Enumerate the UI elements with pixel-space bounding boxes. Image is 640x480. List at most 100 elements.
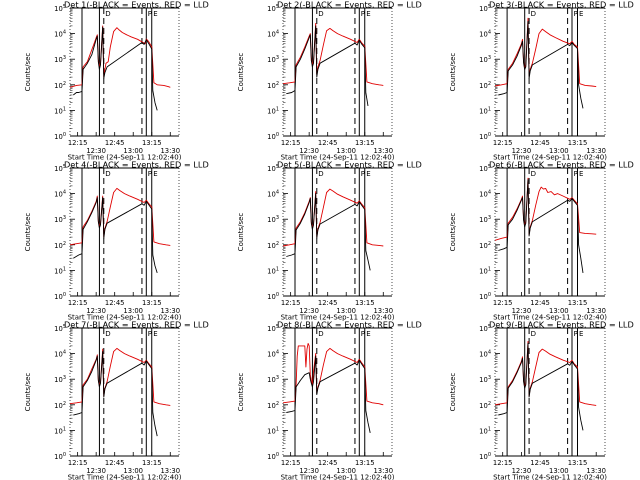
- panel-2-xlabel: Start Time (24-Sep-11 12:02:40): [281, 154, 395, 162]
- panel-9-ytick-label: 102: [479, 401, 491, 410]
- panel-9-marker-label: E: [579, 330, 583, 338]
- panel-8-series-lld: [282, 342, 384, 406]
- panel-9-title: Det 9(-BLACK = Events, RED = LLD: [489, 320, 634, 330]
- panel-1-series-lld: [69, 25, 171, 88]
- panel-3-ytick-label: 104: [479, 30, 491, 39]
- panel-3-series-events: [498, 20, 584, 109]
- panel-9-xtick-label: 12:15: [493, 459, 513, 467]
- panel-1-title: Det 1(-BLACK = Events, RED = LLD: [64, 0, 209, 10]
- panel-2-ytick-label: 101: [267, 106, 279, 115]
- panel-2-series-lld: [282, 22, 384, 86]
- panel-2-xtick-label: 13:30: [373, 147, 393, 155]
- panel-3-marker-label: P: [574, 10, 578, 18]
- panel-7-xtick-label: 13:15: [142, 459, 162, 467]
- panel-7-xtick-label: 12:30: [86, 467, 106, 475]
- panel-9-ylabel: Counts/sec: [449, 373, 457, 412]
- panel-9-series-lld: [494, 340, 597, 406]
- panel-7-xtick-label: 13:00: [123, 467, 143, 475]
- panel-9-xtick-label: 12:30: [512, 467, 532, 475]
- panel-1-marker-label: P: [148, 10, 152, 18]
- panel-5-title: Det 5(-BLACK = Events, RED = LLD: [277, 160, 422, 170]
- panel-5-ytick-label: 100: [267, 292, 279, 301]
- panel-3-xtick-label: 13:00: [549, 147, 569, 155]
- panel-6-ytick-label: 105: [479, 164, 491, 173]
- panel-6-ytick-label: 104: [479, 190, 491, 199]
- panel-3-ytick-label: 103: [479, 55, 491, 64]
- panel-1: Det 1(-BLACK = Events, RED = LLD Counts/s…: [24, 0, 209, 162]
- panel-1-xtick-label: 13:15: [142, 139, 162, 147]
- panel-5-xtick-label: 13:30: [373, 307, 393, 315]
- panel-1-ytick-label: 105: [54, 4, 66, 13]
- panel-4-series-events: [73, 197, 158, 274]
- panel-4-ytick-label: 102: [54, 241, 66, 250]
- panel-9-ytick-label: 100: [479, 452, 491, 461]
- panel-4-xtick-label: 13:15: [142, 299, 162, 307]
- panel-3-xtick-label: 13:15: [568, 139, 588, 147]
- panel-9-xtick-label: 13:00: [549, 467, 569, 475]
- panel-1-ytick-label: 100: [54, 132, 66, 141]
- panel-5-xtick-label: 12:45: [318, 299, 338, 307]
- panel-9-xlabel: Start Time (24-Sep-11 12:02:40): [493, 474, 607, 480]
- panel-6-xtick-label: 12:45: [530, 299, 550, 307]
- panel-7-marker-label: P: [148, 330, 152, 338]
- panel-9-ytick-label: 103: [479, 375, 491, 384]
- panel-1-xtick-label: 13:00: [123, 147, 143, 155]
- panel-6-ytick-label: 101: [479, 266, 491, 275]
- panel-4: Det 4(-BLACK = Events, RED = LLD Counts/s…: [24, 160, 209, 322]
- panel-1-marker-label: D: [105, 10, 110, 18]
- panel-8-xlabel: Start Time (24-Sep-11 12:02:40): [281, 474, 395, 480]
- panel-1-ylabel: Counts/sec: [24, 53, 32, 92]
- panel-5-xtick-label: 12:30: [299, 307, 319, 315]
- panel-8-marker-label: D: [318, 330, 323, 338]
- panel-1-ytick-label: 104: [54, 30, 66, 39]
- panel-6-title: Det 6(-BLACK = Events, RED = LLD: [489, 160, 634, 170]
- panel-6-ylabel: Counts/sec: [449, 213, 457, 252]
- panel-2-xtick-label: 12:45: [318, 139, 338, 147]
- panel-4-marker-label: P: [148, 170, 152, 178]
- panel-7-xtick-label: 12:15: [68, 459, 88, 467]
- panel-2-series-events: [286, 25, 369, 106]
- panel-5-marker-label: P: [361, 170, 365, 178]
- panel-4-marker-label: E: [153, 170, 157, 178]
- panel-4-xtick-label: 13:00: [123, 307, 143, 315]
- panel-7-ylabel: Counts/sec: [24, 373, 32, 412]
- panel-3-ytick-label: 102: [479, 81, 491, 90]
- panel-5-ytick-label: 105: [267, 164, 279, 173]
- panel-4-ytick-label: 103: [54, 215, 66, 224]
- panel-6-series-events: [498, 179, 584, 273]
- panel-3-ytick-label: 100: [479, 132, 491, 141]
- panel-4-ytick-label: 101: [54, 266, 66, 275]
- panel-2-xtick-label: 12:15: [281, 139, 301, 147]
- panel-3-marker-label: D: [531, 10, 536, 18]
- panel-9-ytick-label: 101: [479, 426, 491, 435]
- panel-4-xtick-label: 12:30: [86, 307, 106, 315]
- panel-8-ytick-label: 104: [267, 350, 279, 359]
- panel-6-ytick-label: 102: [479, 241, 491, 250]
- panel-9: Det 9(-BLACK = Events, RED = LLD Counts/s…: [449, 320, 634, 480]
- panel-9-marker-label: D: [531, 330, 536, 338]
- panel-3-xtick-label: 12:45: [530, 139, 550, 147]
- panel-3-xtick-label: 13:30: [586, 147, 606, 155]
- panel-7-xtick-label: 12:45: [105, 459, 125, 467]
- panel-7-title: Det 7(-BLACK = Events, RED = LLD: [64, 320, 209, 330]
- panel-6-xtick-label: 12:30: [512, 307, 532, 315]
- panel-5-xtick-label: 12:15: [281, 299, 301, 307]
- panel-3-marker-label: E: [579, 10, 583, 18]
- panel-5-ytick-label: 102: [267, 241, 279, 250]
- panel-3-xtick-label: 12:15: [493, 139, 513, 147]
- panel-8-ytick-label: 100: [267, 452, 279, 461]
- panel-4-xlabel: Start Time (24-Sep-11 12:02:40): [68, 314, 182, 322]
- panel-7-marker-label: E: [153, 330, 157, 338]
- panel-7-ytick-label: 103: [54, 375, 66, 384]
- panel-6-xtick-label: 13:00: [549, 307, 569, 315]
- panel-6-xtick-label: 12:15: [493, 299, 513, 307]
- panel-2-marker-label: D: [318, 10, 323, 18]
- panel-6-ytick-label: 103: [479, 215, 491, 224]
- panel-5-ylabel: Counts/sec: [237, 213, 245, 252]
- panel-6-marker-label: P: [574, 170, 578, 178]
- panel-3: Det 3(-BLACK = Events, RED = LLD Counts/s…: [449, 0, 634, 162]
- panel-8: Det 8(-BLACK = Events, RED = LLD Counts/s…: [237, 320, 422, 480]
- panel-3-ytick-label: 105: [479, 4, 491, 13]
- panel-7-ytick-label: 102: [54, 401, 66, 410]
- panel-5-marker-label: D: [318, 170, 323, 178]
